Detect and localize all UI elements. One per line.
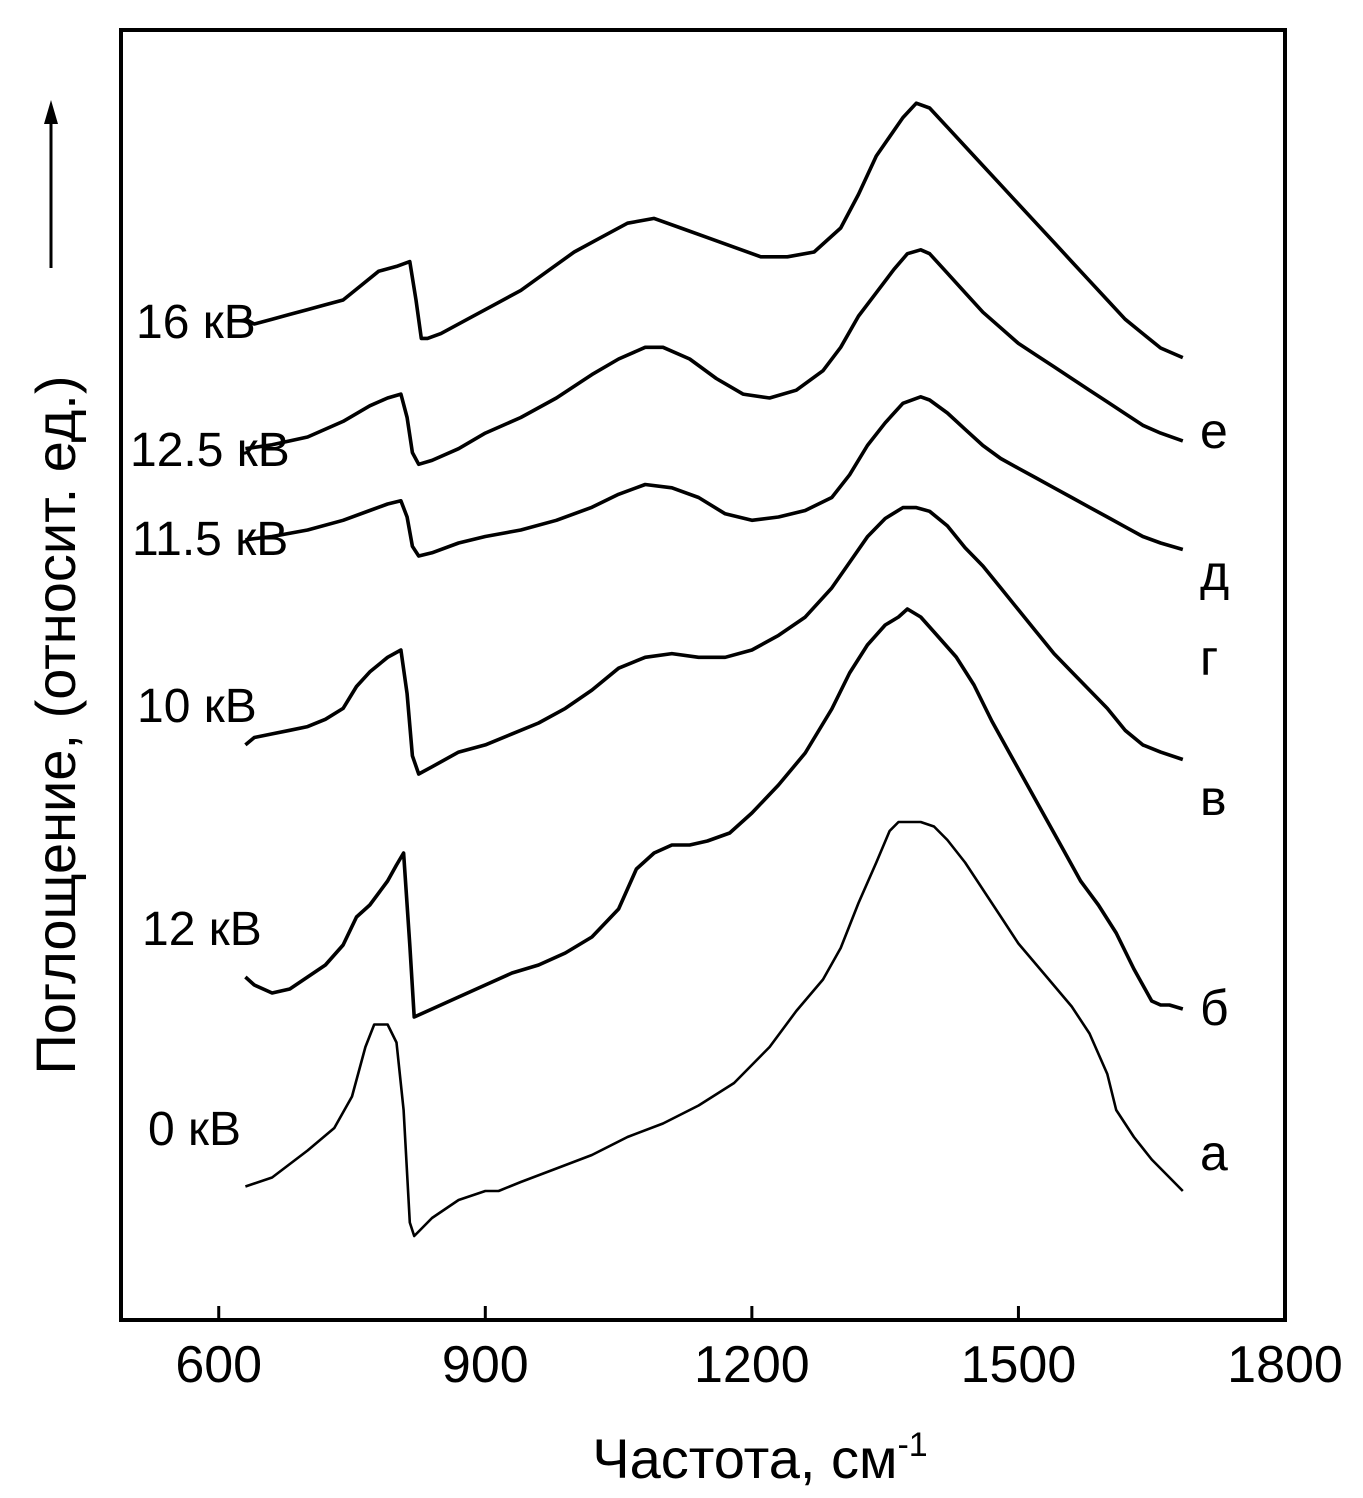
x-axis-title-text: Частота, см: [592, 1427, 897, 1490]
x-tick-label: 1200: [694, 1336, 810, 1394]
series-line-в: [244, 505, 1184, 776]
plot-frame: [119, 28, 1287, 1322]
x-axis-ticks: 600 900 1200 1500 1800: [175, 1306, 1343, 1394]
series-letter-label: в: [1200, 770, 1227, 826]
series-voltage-label: 10 кВ: [137, 680, 257, 733]
x-tick-label: 600: [175, 1336, 262, 1394]
x-axis-title-superscript: -1: [897, 1426, 927, 1464]
series-letter-label: а: [1200, 1125, 1228, 1181]
x-axis-title: Частота, см-1: [592, 1426, 927, 1490]
y-axis-arrow: [44, 100, 58, 268]
series-line-а: [244, 820, 1184, 1238]
series-line-г: [245, 395, 1184, 558]
series-line-е: [244, 101, 1184, 360]
series-letter-label: г: [1200, 630, 1218, 686]
series-voltage-label: 16 кВ: [136, 296, 256, 349]
series-letter-label: е: [1200, 403, 1228, 459]
x-tick-label: 1500: [961, 1336, 1077, 1394]
labels-layer: 0 кВ а 12 кВ б 10 кВ в 11.5 кВ г 12.5 кВ д 16 кВ е: [130, 296, 1229, 1181]
series-letter-label: б: [1200, 980, 1229, 1036]
x-tick-label: 900: [442, 1336, 529, 1394]
series-line-д: [245, 248, 1184, 467]
series-letter-label: д: [1200, 545, 1229, 601]
series-layer: [244, 101, 1184, 1238]
series-voltage-label: 0 кВ: [148, 1103, 241, 1156]
x-tick-label: 1800: [1227, 1336, 1343, 1394]
series-line-б: [244, 607, 1184, 1019]
y-axis-title: Поглощение, (относит. ед.): [24, 375, 87, 1074]
series-voltage-label: 11.5 кВ: [132, 513, 288, 566]
series-voltage-label: 12.5 кВ: [130, 424, 290, 477]
series-voltage-label: 12 кВ: [142, 903, 262, 956]
